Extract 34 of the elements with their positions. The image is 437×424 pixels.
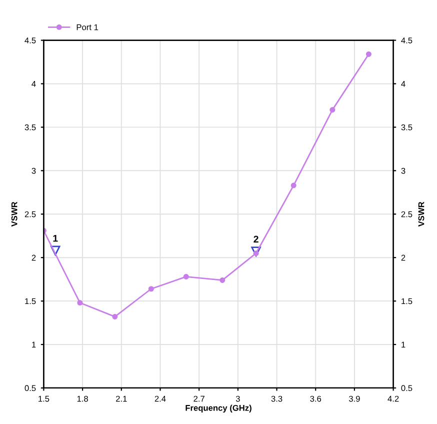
y-tick-label: 4 — [32, 81, 36, 87]
y-axis-title: VSWR — [11, 202, 18, 227]
x-tick-label: 2.4 — [154, 396, 166, 402]
y2-tick-label: 4.5 — [401, 38, 412, 44]
x-tick-label: 2.7 — [194, 396, 204, 402]
y2-tick-label: 4 — [401, 81, 406, 87]
annotation: 1 — [53, 234, 58, 242]
x-tick-label: 1.8 — [77, 396, 88, 402]
y2-tick-label: 2 — [401, 254, 406, 261]
x-tick-label: 4.2 — [388, 396, 399, 402]
x-tick-label: 2.1 — [116, 396, 127, 402]
y-tick-label: 1 — [32, 342, 36, 348]
y-tick-label: 0.5 — [24, 385, 36, 392]
y-tick-label: 1.5 — [25, 298, 36, 304]
x-tick-label: 3.6 — [310, 396, 322, 402]
y-tick-label: 2 — [32, 254, 36, 261]
legend-label: Port 1 — [76, 24, 98, 30]
x-axis-title: Frequency (GHz) — [186, 404, 252, 413]
y-tick-label: 3.5 — [24, 124, 36, 130]
y2-tick-label: 1.5 — [402, 298, 412, 304]
x-tick-label: 3.3 — [271, 396, 282, 402]
x-tick-label: 1.5 — [38, 396, 50, 402]
y2-tick-label: 0.5 — [401, 385, 412, 392]
y2-tick-label: 3.5 — [401, 124, 412, 130]
y-tick-label: 4.5 — [24, 38, 36, 44]
y2-tick-label: 3 — [401, 168, 406, 174]
y2-tick-label: 1 — [402, 342, 406, 348]
y2-axis-title: VSWR — [418, 202, 424, 227]
x-tick-label: 3.9 — [348, 396, 360, 402]
y-tick-label: 2.5 — [24, 211, 36, 218]
y2-tick-label: 2.5 — [401, 211, 412, 218]
x-tick-label: 3 — [236, 396, 240, 402]
y-tick-label: 3 — [32, 168, 36, 174]
annotation: 2 — [254, 236, 258, 243]
